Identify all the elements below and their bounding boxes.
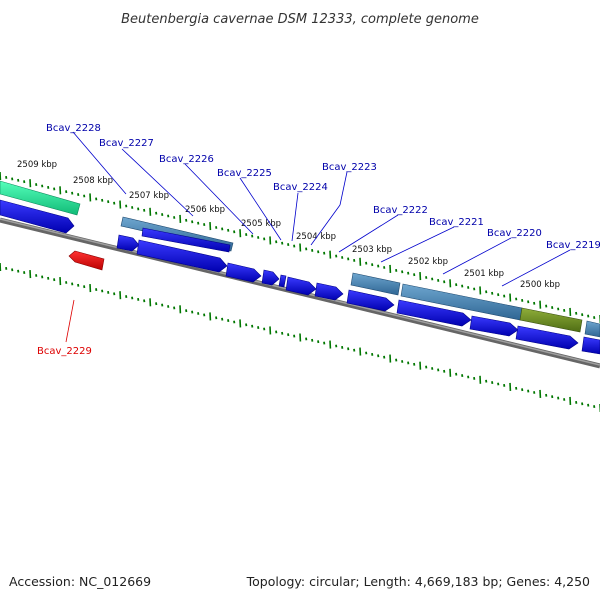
gene-label[interactable]: Bcav_2220 [487,228,542,239]
leader-line [121,148,194,217]
gene-arrow[interactable] [515,325,579,350]
gene-arrow[interactable] [278,274,287,288]
gene-track-reverse [68,250,105,271]
scale-label: 2509 kbp [17,160,57,170]
scale-label: 2503 kbp [352,245,392,255]
leader-line [339,171,348,206]
feature-cds[interactable] [584,320,600,338]
scale-label: 2500 kbp [520,280,560,290]
feature-cds[interactable] [350,272,401,296]
leader-line [501,249,571,287]
accession-text: Accession: NC_012669 [9,574,151,589]
gene-arrow[interactable] [136,239,228,273]
feature-olive[interactable] [519,307,583,333]
gene-arrow-reverse[interactable] [68,250,105,271]
leader-line [72,131,127,195]
leader-line [184,163,254,235]
map-title: Beutenbergia cavernae DSM 12333, complet… [121,12,479,27]
outer-scale-ticks [0,171,600,324]
leader-line [291,192,299,242]
feature-track [0,180,600,338]
leader-line [442,237,512,275]
feature-teal[interactable] [0,180,81,216]
gene-arrow[interactable] [225,262,262,283]
gene-track-forward [0,199,600,355]
scale-label: 2505 kbp [241,219,281,229]
leader-line [338,214,399,253]
genome-summary-text: Topology: circular; Length: 4,669,183 bp… [246,574,590,589]
gene-label-reverse[interactable]: Bcav_2229 [37,346,92,357]
scale-label: 2502 kbp [408,257,448,267]
leader-line [239,177,282,241]
gene-label[interactable]: Bcav_2221 [429,217,484,228]
gene-arrow[interactable] [581,336,600,355]
leader-line [380,226,455,263]
gene-label[interactable]: Bcav_2219 [546,240,600,251]
leader-line [310,204,341,246]
scale-label: 2507 kbp [129,191,169,201]
gene-label[interactable]: Bcav_2223 [322,162,377,173]
gene-label[interactable]: Bcav_2225 [217,168,272,179]
inner-scale-ticks [0,262,600,413]
gene-arrow[interactable] [396,299,472,327]
leader-line [65,299,75,343]
gene-arrow[interactable] [141,227,231,253]
gene-arrow[interactable] [314,282,344,301]
gene-arrow[interactable] [0,199,75,234]
gene-arrow[interactable] [116,234,140,252]
gene-arrow[interactable] [346,289,395,312]
scale-label: 2508 kbp [73,176,113,186]
gene-arrow[interactable] [469,315,519,337]
scale-label: 2506 kbp [185,205,225,215]
gene-label[interactable]: Bcav_2224 [273,182,328,193]
gene-label[interactable]: Bcav_2227 [99,138,154,149]
scale-label: 2504 kbp [296,232,336,242]
gene-arrow[interactable] [285,276,317,296]
scale-label: 2501 kbp [464,269,504,279]
gene-label[interactable]: Bcav_2226 [159,154,214,165]
gene-arrow[interactable] [261,269,280,286]
scale-labels: 2509 kbp 2508 kbp 2507 kbp 2506 kbp 2505… [17,160,560,290]
label-leader-lines [65,131,571,343]
gene-label[interactable]: Bcav_2222 [373,205,428,216]
gene-label[interactable]: Bcav_2228 [46,123,101,134]
gene-labels: Bcav_2228 Bcav_2227 Bcav_2226 Bcav_2225 … [37,123,600,357]
